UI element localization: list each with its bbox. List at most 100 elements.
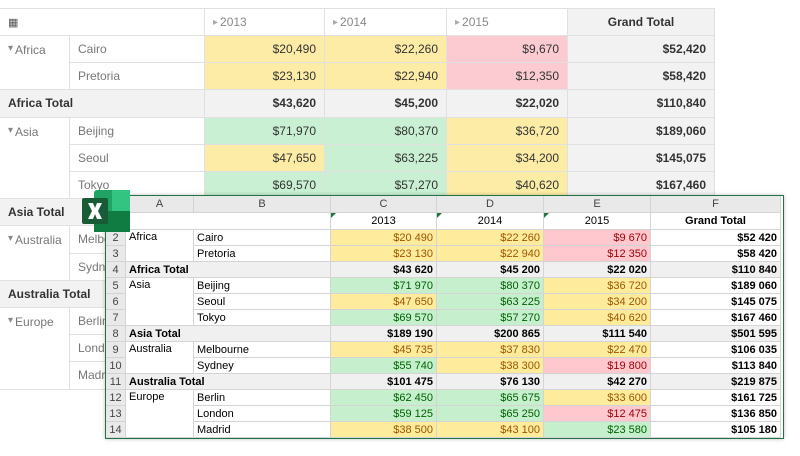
value-cell: $58 420: [651, 246, 781, 262]
cell-text: $34 200: [607, 295, 647, 308]
value-cell: $110 840: [651, 262, 781, 278]
label-cell: Madrid: [194, 422, 331, 438]
cell-text: Asia Total: [8, 205, 65, 220]
cell-text: 5: [112, 279, 119, 292]
cell-text: 9: [112, 343, 119, 356]
value-cell: $57,270: [325, 172, 447, 200]
cell-text: $40,620: [515, 178, 559, 193]
cell-text: $101 475: [387, 375, 433, 388]
value-cell: $65 675: [437, 390, 544, 406]
cell-text: $9 670: [613, 231, 647, 244]
cell-text: $22 470: [607, 343, 647, 356]
cell-text: Tokyo: [197, 311, 226, 324]
value-cell: $145,075: [568, 144, 715, 172]
cell-text: 2015: [584, 215, 610, 227]
group-cell: Africa: [126, 230, 194, 262]
value-cell: $43 100: [437, 422, 544, 438]
value-cell: $9 670: [544, 230, 651, 246]
cell-text: $38 300: [500, 359, 540, 372]
cell-text: $200 865: [494, 327, 540, 340]
value-cell: $63,225: [325, 144, 447, 172]
label-cell: Seoul: [194, 294, 331, 310]
cell-text: $12 350: [607, 247, 647, 260]
cell-text: $80 370: [500, 279, 540, 292]
cell-text: $110,840: [656, 96, 706, 111]
cell-text: $80,370: [394, 123, 438, 138]
icon: ▾: [8, 233, 14, 245]
cell-text: 14: [109, 423, 122, 436]
row-number: 2: [106, 230, 126, 246]
cell-text: Cairo: [78, 42, 107, 57]
cell-text: Grand Total: [607, 15, 675, 29]
cell-text: $38 500: [393, 423, 433, 436]
value-cell: $23 130: [331, 246, 437, 262]
cell-text: $65 675: [500, 391, 540, 404]
label-cell: Berlin: [194, 390, 331, 406]
row-number: 9: [106, 342, 126, 358]
year-header: 2015: [544, 213, 651, 230]
value-cell: $101 475: [331, 374, 437, 390]
cell-text: $34,200: [515, 150, 559, 165]
cell-text: Africa: [15, 43, 46, 57]
total-label: Asia Total: [126, 326, 331, 342]
value-cell: $45 200: [437, 262, 544, 278]
cell-text: Beijing: [197, 279, 231, 292]
value-cell: $105 180: [651, 422, 781, 438]
value-cell: $189,060: [568, 117, 715, 145]
cell-text: 12: [109, 391, 122, 404]
column-header: ▸ 2015: [447, 8, 568, 36]
cell-text: $167 460: [731, 311, 777, 324]
column-letter: B: [194, 196, 331, 213]
cell-text: Berlin: [197, 391, 226, 404]
value-cell: $22 020: [544, 262, 651, 278]
cell-text: Madrid: [197, 423, 231, 436]
value-cell: $145 075: [651, 294, 781, 310]
cell-text: $145,075: [655, 150, 706, 165]
value-cell: $80 370: [437, 278, 544, 294]
cell-text: $59 125: [393, 407, 433, 420]
icon: ▾: [8, 124, 14, 136]
cell-text: $111 540: [602, 327, 647, 340]
label-cell: Cairo: [194, 230, 331, 246]
cell-text: $43 620: [393, 263, 433, 276]
row-number: 8: [106, 326, 126, 342]
value-cell: $43,620: [205, 90, 325, 118]
label-cell: London: [194, 406, 331, 422]
value-cell: $219 875: [651, 374, 781, 390]
cell-text: $501 595: [731, 327, 777, 340]
cell-text: 6: [112, 295, 119, 308]
cell-text: $63 225: [500, 295, 540, 308]
cell-text: B: [258, 198, 266, 210]
cell-text: $47 650: [393, 295, 433, 308]
cell-text: Australia Total: [8, 286, 91, 301]
cell-text: F: [712, 198, 719, 210]
cell-text: $37 830: [500, 343, 540, 356]
value-cell: $40,620: [447, 172, 568, 200]
icon: ▦: [8, 16, 19, 29]
cell-text: 2015: [462, 15, 489, 29]
value-cell: $136 850: [651, 406, 781, 422]
cell-text: Australia Total: [129, 375, 205, 388]
value-cell: $19 800: [544, 358, 651, 374]
value-cell: $167 460: [651, 310, 781, 326]
cell-text: $19 800: [607, 359, 647, 372]
year-header: 2013: [331, 213, 437, 230]
group-cell: Australia: [126, 342, 194, 374]
row-label: Pretoria: [70, 63, 205, 91]
row-number: 10: [106, 358, 126, 374]
cell-text: 8: [112, 327, 119, 340]
marker: [331, 213, 336, 218]
value-cell: $71 970: [331, 278, 437, 294]
value-cell: $36,720: [447, 117, 568, 145]
cell-text: $23 130: [393, 247, 433, 260]
cell-text: Australia: [129, 343, 172, 355]
row-number: 5: [106, 278, 126, 294]
column-letter: D: [437, 196, 544, 213]
value-cell: $22,940: [325, 63, 447, 91]
cell-text: $76 130: [500, 375, 540, 388]
value-cell: $12 350: [544, 246, 651, 262]
row-number: 14: [106, 422, 126, 438]
value-cell: $43 620: [331, 262, 437, 278]
value-cell: $80,370: [325, 117, 447, 145]
